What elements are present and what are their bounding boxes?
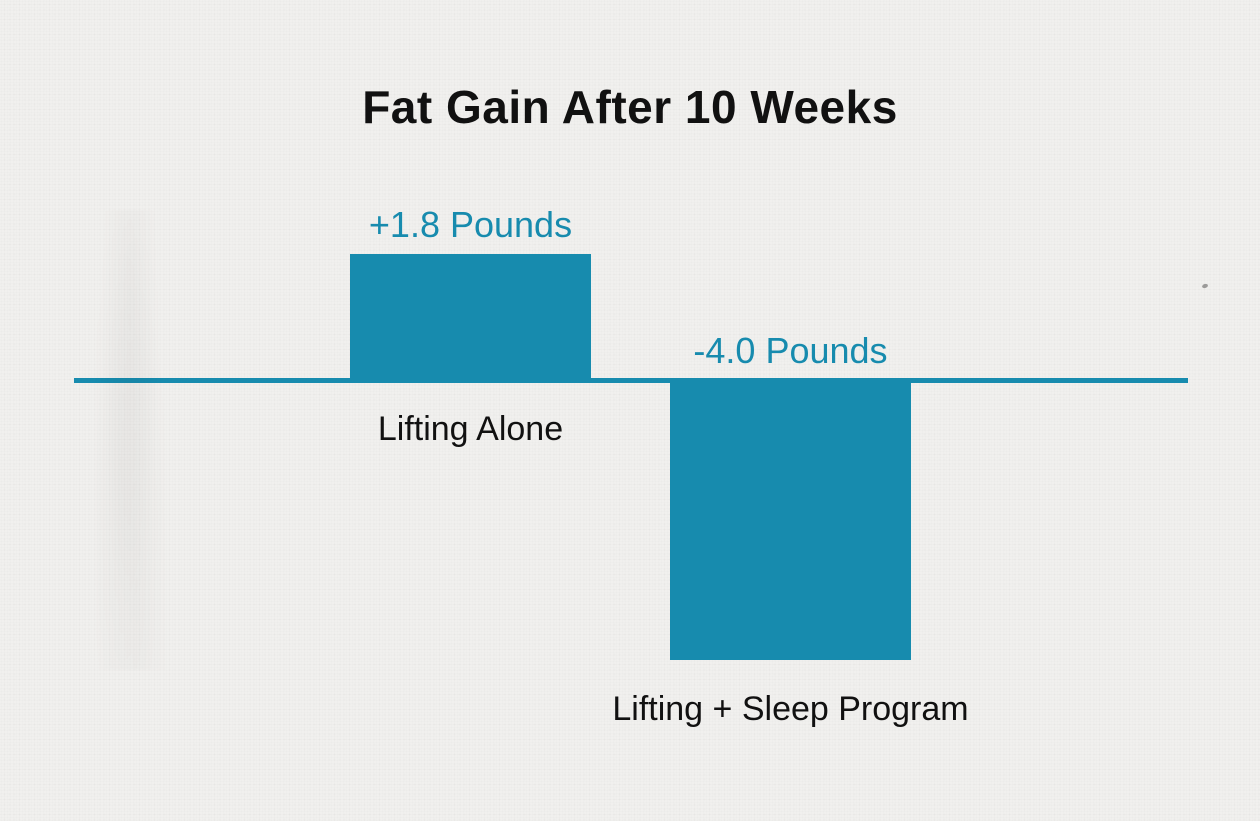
chart-baseline-axis <box>74 378 1188 383</box>
bar-lifting-alone-value-label: +1.8 Pounds <box>250 204 691 246</box>
chart-title: Fat Gain After 10 Weeks <box>0 80 1260 134</box>
paper-speck <box>1201 283 1208 289</box>
fat-gain-chart: Fat Gain After 10 Weeks +1.8 Pounds Lift… <box>0 0 1260 821</box>
bar-lifting-sleep-program <box>670 380 911 660</box>
bar-lifting-sleep-program-value-label: -4.0 Pounds <box>570 330 1011 372</box>
bar-lifting-alone <box>350 254 591 380</box>
paper-smudge <box>95 210 165 670</box>
bar-lifting-sleep-program-category-label: Lifting + Sleep Program <box>570 690 1011 729</box>
bar-lifting-alone-category-label: Lifting Alone <box>250 410 691 449</box>
